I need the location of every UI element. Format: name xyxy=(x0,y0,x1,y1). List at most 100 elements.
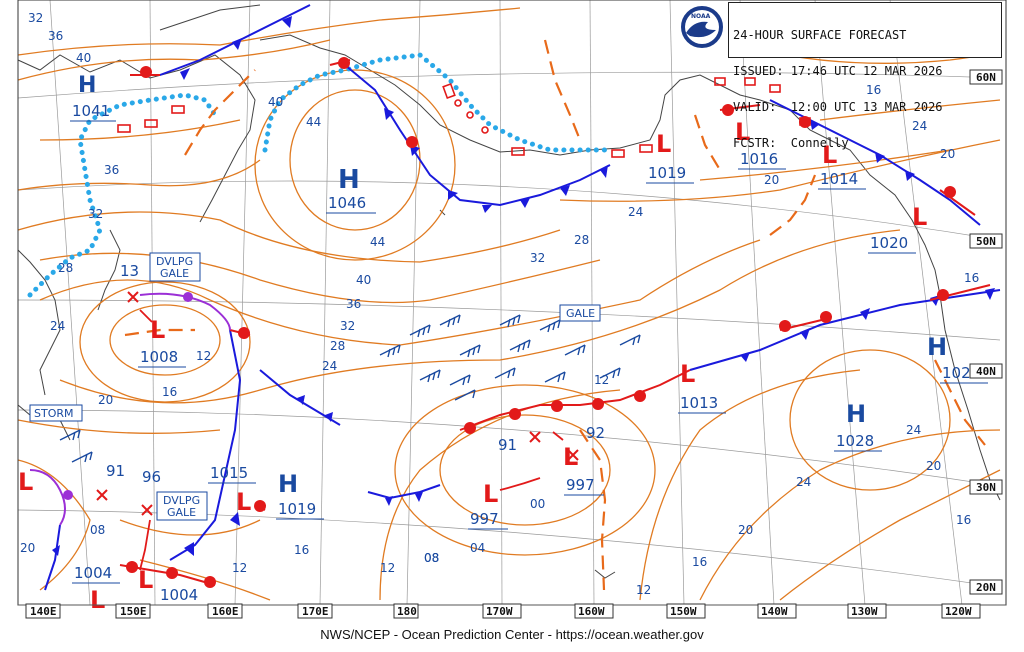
svg-text:120W: 120W xyxy=(945,605,972,618)
svg-text:50N: 50N xyxy=(976,235,996,248)
warning-gale: GALE xyxy=(566,307,595,320)
lat-lon-grid xyxy=(17,0,1001,606)
low-symbol: L xyxy=(912,203,927,231)
svg-text:32: 32 xyxy=(530,251,545,265)
svg-text:36: 36 xyxy=(48,29,63,43)
storm-tracks xyxy=(139,309,564,571)
low-symbol: L xyxy=(822,141,837,169)
high-symbol: H xyxy=(927,333,947,361)
storm-center-x-marks xyxy=(96,291,579,516)
svg-text:20: 20 xyxy=(20,541,35,555)
map-labels: 1041 1046 1008 1019 1016 1014 1020 1013 … xyxy=(72,102,980,604)
svg-text:160W: 160W xyxy=(578,605,605,618)
svg-text:24: 24 xyxy=(796,475,811,489)
pressure-value: 1015 xyxy=(210,464,248,482)
svg-text:32: 32 xyxy=(28,11,43,25)
svg-text:12: 12 xyxy=(232,561,247,575)
low-symbol: L xyxy=(680,360,695,388)
forecast-forecaster: FCSTR: Connelly xyxy=(733,136,849,150)
svg-text:20N: 20N xyxy=(976,581,996,594)
forecast-valid: VALID: 12:00 UTC 13 MAR 2026 xyxy=(733,100,943,114)
svg-text:12: 12 xyxy=(594,373,609,387)
latitude-labels: 60N 50N 40N 30N 20N xyxy=(969,69,1003,595)
pressure-value: 1019 xyxy=(278,500,316,518)
svg-text:180: 180 xyxy=(397,605,417,618)
svg-text:12: 12 xyxy=(380,561,395,575)
svg-text:130W: 130W xyxy=(851,605,878,618)
svg-text:40: 40 xyxy=(76,51,91,65)
svg-text:24: 24 xyxy=(912,119,927,133)
high-symbol: H xyxy=(278,470,298,498)
extra-value: 92 xyxy=(586,424,605,442)
low-symbol: L xyxy=(483,480,498,508)
pressure-value: 1019 xyxy=(648,164,686,182)
pressure-value: 1004 xyxy=(160,586,198,604)
svg-text:12: 12 xyxy=(636,583,651,597)
troughs xyxy=(124,39,986,591)
pressure-value: 1004 xyxy=(74,564,112,582)
svg-text:GALE: GALE xyxy=(160,267,189,280)
svg-text:44: 44 xyxy=(370,235,385,249)
svg-text:60N: 60N xyxy=(976,71,996,84)
svg-text:08: 08 xyxy=(424,551,439,565)
extra-value: 13 xyxy=(120,262,139,280)
svg-text:32: 32 xyxy=(88,207,103,221)
svg-text:20: 20 xyxy=(926,459,941,473)
pressure-symbols: H H L L L L L L H H H L L L L L L xyxy=(18,73,947,614)
occluded-fronts xyxy=(29,292,231,526)
high-symbol: H xyxy=(78,73,96,98)
high-symbol: H xyxy=(338,165,360,195)
low-symbol: L xyxy=(18,468,33,496)
pressure-value: 1016 xyxy=(740,150,778,168)
pressure-underlines xyxy=(70,120,988,606)
warning-dvlpg-gale-bottom: DVLPG xyxy=(163,494,200,507)
svg-text:08: 08 xyxy=(424,551,439,565)
svg-text:16: 16 xyxy=(294,543,309,557)
pressure-value: 1020 xyxy=(870,234,908,252)
svg-text:170W: 170W xyxy=(486,605,513,618)
pressure-value: 1041 xyxy=(72,102,110,120)
noaa-logo: NOAA xyxy=(679,4,725,50)
forecast-header-box: 24-HOUR SURFACE FORECAST ISSUED: 17:46 U… xyxy=(728,2,1002,149)
low-symbol: L xyxy=(656,130,671,158)
svg-text:16: 16 xyxy=(162,385,177,399)
occluded-symbols xyxy=(63,292,193,500)
warning-dvlpg-gale-top: DVLPG xyxy=(156,255,193,268)
svg-text:28: 28 xyxy=(574,233,589,247)
svg-text:140E: 140E xyxy=(30,605,57,618)
svg-text:160E: 160E xyxy=(212,605,239,618)
svg-text:16: 16 xyxy=(692,555,707,569)
extra-value: 96 xyxy=(142,468,161,486)
pressure-value: 997 xyxy=(566,476,595,494)
svg-text:140W: 140W xyxy=(761,605,788,618)
svg-text:20: 20 xyxy=(738,523,753,537)
forecast-issued: ISSUED: 17:46 UTC 12 MAR 2026 xyxy=(733,64,943,78)
svg-text:24: 24 xyxy=(906,423,921,437)
low-symbol: L xyxy=(90,586,105,614)
ice-edge xyxy=(27,52,613,298)
footer-credit: NWS/NCEP - Ocean Prediction Center - htt… xyxy=(320,627,704,642)
pressure-value: 1046 xyxy=(328,194,366,212)
svg-text:32: 32 xyxy=(340,319,355,333)
svg-text:28: 28 xyxy=(58,261,73,275)
wind-barbs xyxy=(59,314,641,463)
svg-text:40N: 40N xyxy=(976,365,996,378)
noaa-logo-text: NOAA xyxy=(691,13,711,20)
aleutian-squall xyxy=(117,77,811,158)
pressure-value: 1008 xyxy=(140,348,178,366)
isobar-labels: 32 36 40 36 32 28 24 40 44 44 40 36 32 2… xyxy=(20,11,979,597)
svg-text:24: 24 xyxy=(322,359,337,373)
longitude-labels: 140E 150E 160E 170E 180 170W 160W 150W 1… xyxy=(25,603,981,619)
svg-text:36: 36 xyxy=(104,163,119,177)
forecast-title: 24-HOUR SURFACE FORECAST xyxy=(733,28,907,42)
pressure-value: 1028 xyxy=(836,432,874,450)
svg-text:24: 24 xyxy=(50,319,65,333)
svg-text:30N: 30N xyxy=(976,481,996,494)
svg-text:40: 40 xyxy=(356,273,371,287)
extra-value: 91 xyxy=(106,462,125,480)
high-symbol: H xyxy=(846,400,866,428)
svg-text:GALE: GALE xyxy=(167,506,196,519)
low-symbol: L xyxy=(735,118,750,146)
svg-text:44: 44 xyxy=(306,115,321,129)
svg-text:24: 24 xyxy=(628,205,643,219)
